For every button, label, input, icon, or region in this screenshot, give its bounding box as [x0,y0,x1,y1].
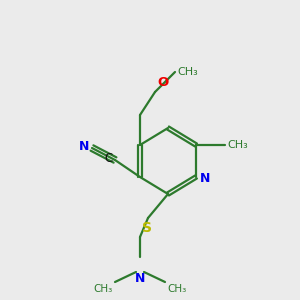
Text: O: O [157,76,168,89]
Text: C: C [105,152,113,166]
Text: CH₃: CH₃ [177,67,198,77]
Text: N: N [200,172,210,184]
Text: CH₃: CH₃ [94,284,113,294]
Text: N: N [79,140,89,154]
Text: CH₃: CH₃ [167,284,186,294]
Text: N: N [135,272,145,285]
Text: S: S [142,221,152,235]
Text: CH₃: CH₃ [227,140,248,150]
